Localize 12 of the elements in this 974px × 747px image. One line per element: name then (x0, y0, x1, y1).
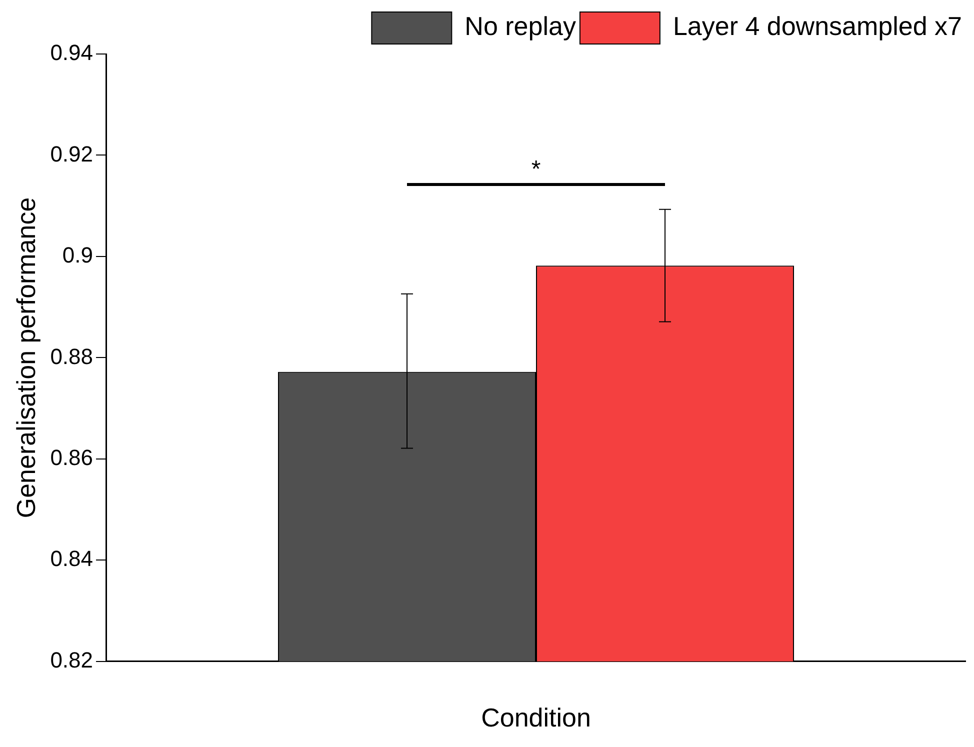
y-tick-label: 0.82 (50, 647, 94, 672)
y-tick-label: 0.9 (62, 242, 94, 268)
x-axis-title: Condition (481, 702, 591, 733)
legend-label: No replay (464, 11, 576, 42)
y-tick-label: 0.86 (50, 444, 94, 470)
y-tick-label: 0.92 (50, 141, 94, 166)
legend-label: Layer 4 downsampled x7 (672, 11, 962, 42)
y-tick-label: 0.88 (50, 344, 94, 369)
y-axis-title: Generalisation performance (10, 197, 41, 518)
y-tick-label: 0.84 (50, 546, 94, 572)
y-tick-label: 0.94 (50, 40, 94, 66)
annotation: * (531, 156, 541, 184)
